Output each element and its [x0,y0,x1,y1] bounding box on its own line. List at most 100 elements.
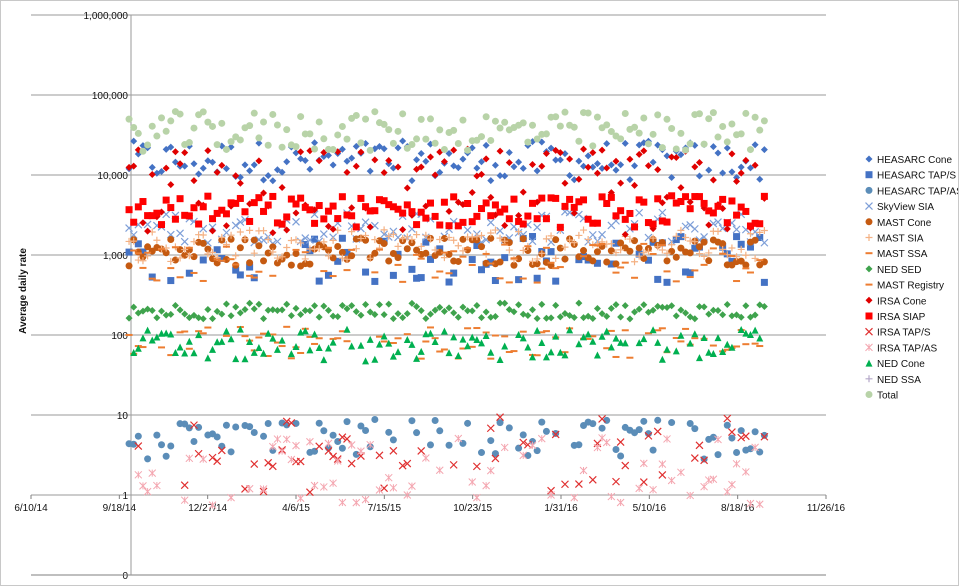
data-point [542,314,550,322]
data-point [408,177,416,185]
data-point [533,314,541,322]
data-point [315,337,323,340]
data-point [607,193,615,201]
data-point [385,339,393,347]
data-point [283,244,291,252]
data-point [227,312,235,320]
data-point [464,146,472,154]
data-point [682,327,690,330]
data-point [162,164,170,172]
data-point [148,306,156,314]
data-point [213,209,221,217]
data-point [450,126,458,134]
data-point [153,431,161,439]
data-point [575,157,583,165]
data-point [292,143,300,151]
data-point [640,249,648,257]
data-point [348,252,356,260]
data-point [468,307,476,315]
data-point [737,203,745,211]
data-point [422,157,430,165]
x-tick-label: 5/10/16 [633,503,667,514]
data-point [640,242,648,245]
data-point [482,155,490,163]
data-point [348,228,356,236]
data-point [607,240,615,248]
data-point [519,235,527,243]
data-point [250,348,258,356]
data-point [292,304,300,312]
data-point [695,354,703,362]
data-point [153,209,161,217]
data-point [538,162,546,170]
data-point [232,252,240,260]
data-point [584,235,592,243]
data-point [668,124,676,132]
data-point [311,219,319,227]
data-point [222,300,230,308]
data-point [181,349,189,357]
data-point [709,247,717,250]
data-point [658,471,667,479]
data-point [431,212,439,220]
data-point [639,459,648,468]
data-point [436,168,444,176]
data-point [751,428,759,436]
data-point [315,277,323,285]
data-point [751,443,759,452]
data-point [482,141,490,149]
data-point [329,225,337,233]
y-axis-label: Average daily rate [18,248,29,334]
data-point [153,132,161,140]
data-point [260,118,268,126]
data-point [700,199,708,207]
data-point [176,331,184,334]
data-point [705,257,713,265]
data-point [464,307,472,315]
data-point [282,417,291,426]
data-point [501,342,509,350]
data-point [501,205,509,213]
data-point [269,177,277,185]
data-point [130,137,138,145]
data-point [436,303,444,311]
data-point [153,333,161,341]
data-point [408,299,416,307]
data-point [422,238,430,246]
data-point [487,193,495,201]
data-point [473,335,481,343]
data-point [649,446,657,454]
data-point [343,434,351,443]
data-point [292,441,300,450]
data-point [269,333,277,336]
data-point [324,207,332,215]
series-mast-ssa [130,242,764,284]
data-point [741,432,750,441]
data-point [631,308,639,316]
data-point [649,220,657,228]
data-point [566,195,574,203]
data-point [510,257,518,260]
data-point [612,334,620,342]
data-point [195,220,203,228]
data-point [264,249,272,257]
data-point [658,355,666,363]
data-point [580,226,588,234]
data-point [603,164,611,172]
data-point [413,274,421,282]
data-point [589,142,597,150]
data-point [148,273,156,281]
data-point [139,198,147,206]
data-point [501,172,509,180]
data-point [218,119,226,127]
data-point [269,306,277,314]
data-point [654,329,662,332]
data-point [640,417,648,425]
data-point [570,176,578,184]
data-point [306,260,314,268]
data-point [278,345,286,348]
legend-marker [865,312,873,320]
data-point [362,300,370,308]
data-point [236,218,245,227]
